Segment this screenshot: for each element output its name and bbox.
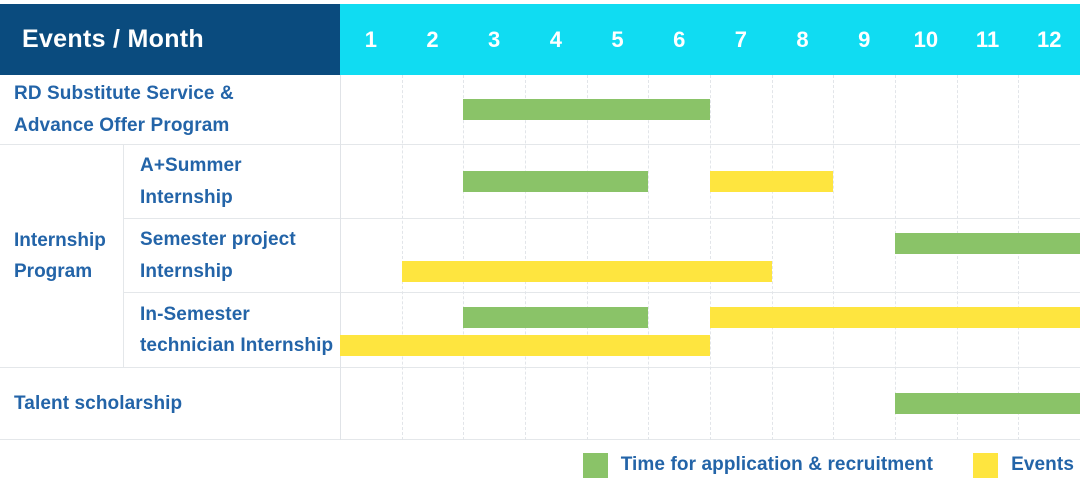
row-label: A+Summer Internship — [140, 155, 242, 208]
month-label-6: 6 — [673, 26, 686, 52]
gantt-row-in-semester-technician: In-Semester technician Internship — [0, 293, 1080, 368]
month-label-2: 2 — [426, 26, 439, 52]
event-legend-swatch — [973, 452, 999, 478]
row-bars — [0, 293, 1080, 367]
header-title: Events / Month — [22, 25, 204, 53]
month-label-11: 11 — [975, 26, 1000, 52]
row-bars — [0, 75, 1080, 144]
header-title-cell: Events / Month — [0, 4, 340, 75]
application-legend-swatch — [582, 452, 608, 478]
month-label-5: 5 — [611, 26, 624, 52]
month-label-9: 9 — [858, 26, 871, 52]
month-label-3: 3 — [488, 26, 501, 52]
event-legend-label: Events — [1011, 454, 1074, 475]
application-bar — [895, 393, 1080, 414]
event-bar — [710, 171, 834, 192]
month-label-10: 10 — [913, 26, 939, 52]
label-chart-divider — [340, 75, 341, 440]
application-legend-label: Time for application & recruitment — [620, 454, 934, 475]
row-bars — [0, 145, 1080, 218]
row-group-label-internship-program: Internship Program — [0, 145, 124, 367]
application-bar — [463, 307, 649, 328]
row-label: Semester project Internship — [140, 229, 296, 282]
event-bar — [340, 335, 710, 356]
event-bar — [401, 261, 772, 282]
month-label-8: 8 — [796, 26, 809, 52]
application-bar — [895, 233, 1080, 254]
month-label-12: 12 — [1036, 26, 1062, 52]
row-label: RD Substitute Service & Advance Offer Pr… — [14, 83, 234, 136]
row-bars — [0, 219, 1080, 292]
legend: Time for application & recruitment Event… — [582, 450, 1074, 480]
row-bars — [0, 368, 1080, 439]
application-bar — [463, 171, 649, 192]
gantt-row-rd-substitute: RD Substitute Service & Advance Offer Pr… — [0, 75, 1080, 145]
row-label: Talent scholarship — [14, 392, 183, 414]
gantt-row-talent-scholarship: Talent scholarship — [0, 368, 1080, 440]
month-label-7: 7 — [734, 26, 747, 52]
month-label-4: 4 — [549, 26, 562, 52]
gantt-row-semester-project: Semester project Internship — [0, 219, 1080, 293]
gantt-row-a-plus-summer: A+Summer Internship — [0, 145, 1080, 219]
month-label-1: 1 — [364, 26, 377, 52]
application-bar — [463, 99, 710, 120]
gantt-body: RD Substitute Service & Advance Offer Pr… — [0, 75, 1080, 440]
month-header-row: 1 2 3 4 5 6 7 8 9 10 11 12 — [340, 4, 1080, 75]
event-bar — [710, 307, 1080, 328]
row-label: In-Semester technician Internship — [140, 303, 334, 356]
